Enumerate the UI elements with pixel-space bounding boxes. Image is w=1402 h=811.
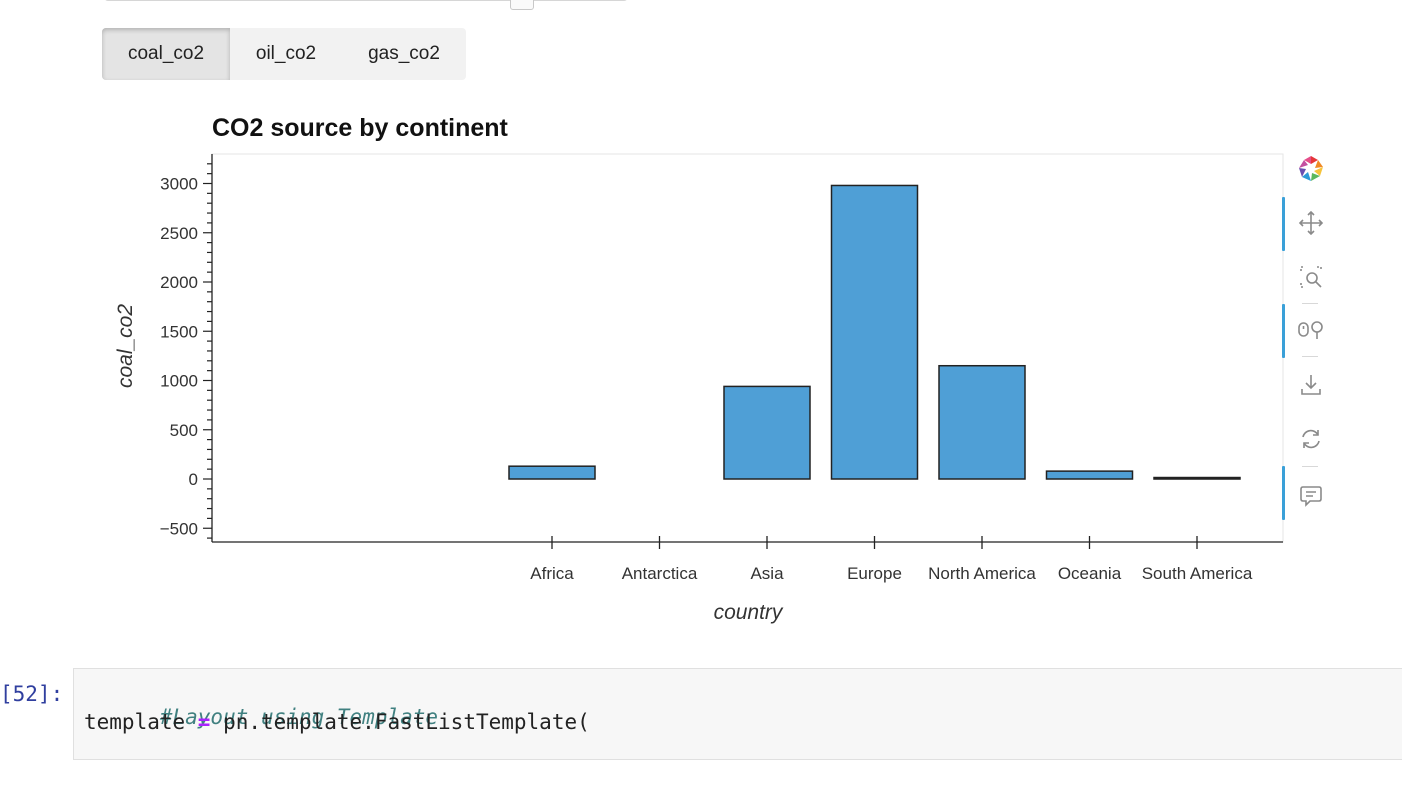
x-tick-label: Africa	[530, 564, 574, 583]
bars	[508, 184, 1241, 480]
code-editor[interactable]: #Layout using Template template = pn.tem…	[73, 668, 1402, 760]
bar[interactable]	[1045, 470, 1134, 480]
bar[interactable]	[938, 364, 1026, 480]
code-comment: #Layout using Template	[159, 705, 439, 729]
chart-toolbar	[1282, 150, 1338, 530]
code-operator: =	[197, 710, 211, 734]
x-tick-label: Oceania	[1058, 564, 1122, 583]
bokeh-logo-icon[interactable]	[1296, 154, 1326, 184]
y-tick-label: 2500	[160, 224, 198, 243]
y-tick-label: 0	[189, 470, 198, 489]
y-axis: −500 0 500 1000 1500 2000 2500 3000	[160, 154, 213, 542]
y-tick-label: 3000	[160, 175, 198, 194]
active-tool-indicator	[1282, 466, 1285, 520]
y-tick-label: 1500	[160, 322, 198, 341]
pan-icon[interactable]	[1296, 208, 1326, 238]
toolbar-separator	[1302, 303, 1318, 304]
active-tool-indicator	[1282, 304, 1285, 358]
bar[interactable]	[1153, 476, 1241, 480]
box-zoom-icon[interactable]	[1296, 262, 1326, 292]
y-axis-label: coal_co2	[114, 304, 137, 388]
code-line-1: #Layout using Template	[84, 681, 438, 753]
variable-tabs: coal_co2 oil_co2 gas_co2	[102, 28, 466, 80]
reset-icon[interactable]	[1296, 424, 1326, 454]
x-tick-label: Asia	[750, 564, 784, 583]
tab-oil-co2[interactable]: oil_co2	[255, 43, 317, 64]
toolbar-separator	[1302, 466, 1318, 467]
tab-coal-co2[interactable]: coal_co2	[102, 28, 230, 80]
plot-frame	[211, 153, 1284, 543]
x-tick-label: Antarctica	[622, 564, 698, 583]
tab-gas-co2[interactable]: gas_co2	[368, 43, 440, 64]
cell-prompt: [52]:	[0, 682, 64, 706]
x-axis: Africa Antarctica Asia Europe North America O…	[212, 536, 1283, 583]
bar[interactable]	[508, 465, 596, 480]
y-tick-label: 1000	[160, 372, 198, 391]
bar[interactable]	[830, 184, 919, 480]
code-variable: template	[84, 710, 198, 734]
chart-title: CO2 source by continent	[212, 114, 509, 142]
y-tick-label: 2000	[160, 273, 198, 292]
x-tick-label: Europe	[847, 564, 902, 583]
toolbar-separator	[1302, 356, 1318, 357]
bar[interactable]	[723, 385, 811, 480]
x-axis-label: country	[714, 601, 784, 624]
x-tick-label: South America	[1142, 564, 1253, 583]
code-cell: [52]: #Layout using Template template = …	[0, 668, 1402, 760]
save-icon[interactable]	[1296, 370, 1326, 400]
y-tick-label: 500	[170, 421, 198, 440]
x-tick-label: North America	[928, 564, 1036, 583]
slider-handle[interactable]	[510, 0, 534, 10]
code-call: pn.template.FastListTemplate(	[210, 710, 590, 734]
wheel-zoom-icon[interactable]	[1296, 314, 1326, 344]
bar-chart: CO2 source by continent −500 0 500 1000 1500…	[114, 114, 1284, 624]
code-line-2: template = pn.template.FastListTemplate(	[84, 710, 590, 734]
hover-icon[interactable]	[1296, 480, 1326, 510]
code-line-3-partial	[84, 739, 420, 811]
code-string-cut	[160, 763, 420, 773]
active-tool-indicator	[1282, 197, 1285, 251]
y-tick-label: −500	[160, 519, 198, 538]
